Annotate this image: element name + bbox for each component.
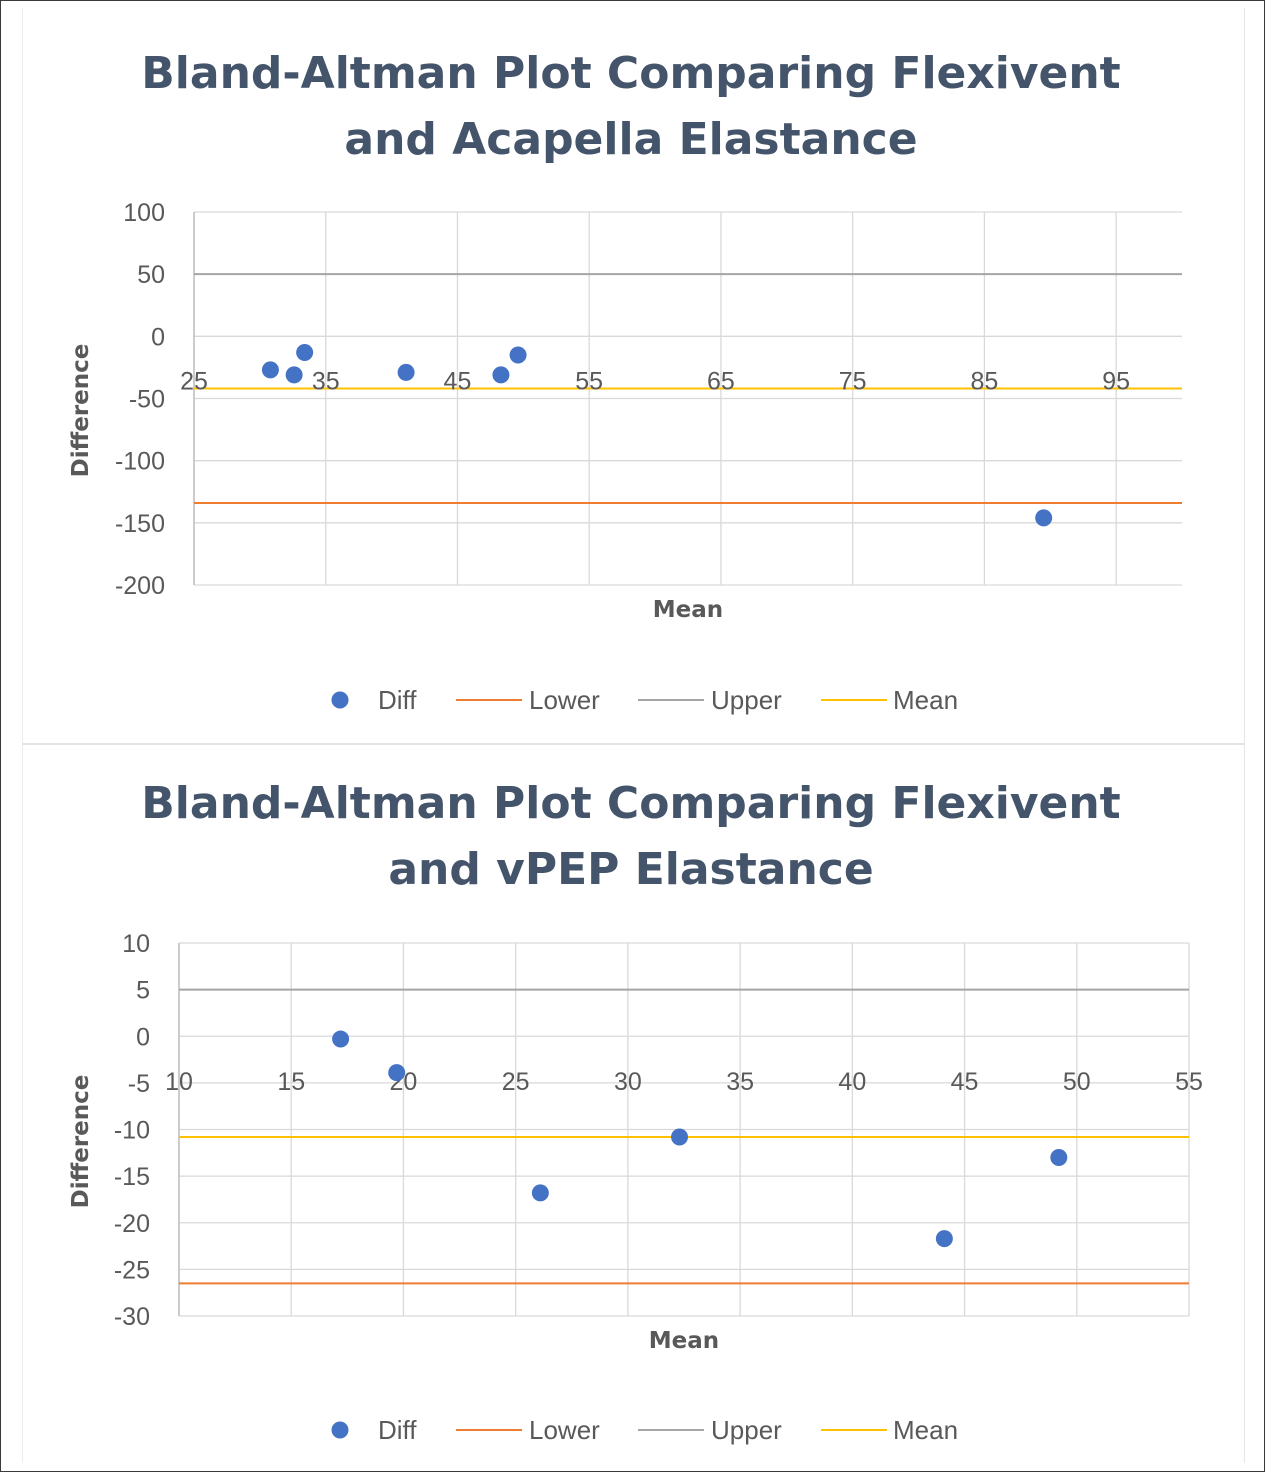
chart-title-line: Bland-Altman Plot Comparing Flexivent: [141, 48, 1120, 99]
diff-point: [332, 1030, 350, 1048]
y-tick-label: -10: [114, 1117, 150, 1145]
x-tick-label: 30: [614, 1068, 642, 1096]
chart-title-line: and vPEP Elastance: [388, 844, 873, 895]
diff-point: [1035, 509, 1053, 527]
panel-separator: [22, 743, 1244, 745]
legend-label-diff: Diff: [378, 685, 417, 715]
y-tick-label: 5: [136, 977, 150, 1005]
x-tick-label: 25: [180, 367, 208, 395]
legend-label-lower: Lower: [529, 1415, 600, 1445]
y-tick-label: 10: [122, 930, 150, 958]
y-axis-title: Difference: [68, 344, 94, 478]
diff-point: [261, 361, 279, 379]
diff-point: [935, 1230, 953, 1248]
diff-point: [492, 366, 510, 384]
y-tick-label: 100: [123, 199, 165, 227]
legend: Diff Lower Upper Mean: [331, 685, 958, 715]
y-tick-label: -30: [114, 1303, 150, 1331]
chart-vpep: Bland-Altman Plot Comparing Flexivent and…: [68, 778, 1203, 1445]
legend-label-diff: Diff: [378, 1415, 417, 1445]
legend-label-lower: Lower: [529, 685, 600, 715]
x-tick-label: 75: [839, 367, 867, 395]
x-tick-label: 85: [970, 367, 998, 395]
diff-point: [1050, 1148, 1068, 1166]
y-tick-label: -100: [115, 448, 165, 476]
x-tick-label: 50: [1063, 1068, 1091, 1096]
x-tick-label: 10: [165, 1068, 193, 1096]
chart-title-line: and Acapella Elastance: [344, 114, 917, 165]
x-tick-label: 45: [951, 1068, 979, 1096]
x-axis-title: Mean: [653, 597, 723, 623]
x-tick-label: 35: [726, 1068, 754, 1096]
x-tick-label: 25: [502, 1068, 530, 1096]
left-guide: [22, 8, 23, 1463]
y-tick-label: -50: [129, 386, 165, 414]
legend-label-upper: Upper: [711, 685, 782, 715]
y-tick-label: 0: [151, 323, 165, 351]
legend: Diff Lower Upper Mean: [331, 1415, 958, 1445]
diff-point: [509, 346, 527, 364]
chart-acapella: Bland-Altman Plot Comparing Flexivent and…: [68, 48, 1182, 715]
legend-label-mean: Mean: [893, 685, 958, 715]
x-tick-label: 15: [277, 1068, 305, 1096]
y-tick-label: -15: [114, 1163, 150, 1191]
x-axis-title: Mean: [649, 1328, 719, 1354]
legend-marker-diff: [331, 1421, 349, 1439]
y-tick-label: -25: [114, 1256, 150, 1284]
legend-label-upper: Upper: [711, 1415, 782, 1445]
x-tick-label: 40: [838, 1068, 866, 1096]
diff-point: [296, 343, 314, 361]
y-tick-label: -150: [115, 510, 165, 538]
diff-point: [388, 1064, 406, 1082]
diff-point: [671, 1128, 689, 1146]
y-tick-label: -5: [128, 1070, 150, 1098]
legend-marker-diff: [331, 691, 349, 709]
x-tick-label: 55: [575, 367, 603, 395]
diff-point: [397, 363, 415, 381]
chart-title-line: Bland-Altman Plot Comparing Flexivent: [141, 778, 1120, 829]
x-tick-label: 55: [1175, 1068, 1203, 1096]
y-tick-label: -200: [115, 572, 165, 600]
x-tick-label: 65: [707, 367, 735, 395]
y-tick-label: 50: [137, 261, 165, 289]
y-tick-label: 0: [136, 1023, 150, 1051]
y-tick-label: -20: [114, 1210, 150, 1238]
legend-label-mean: Mean: [893, 1415, 958, 1445]
x-tick-label: 95: [1102, 367, 1130, 395]
diff-point: [531, 1184, 549, 1202]
x-tick-label: 45: [444, 367, 472, 395]
diff-point: [285, 366, 303, 384]
right-guide: [1244, 8, 1245, 1463]
x-tick-label: 35: [312, 367, 340, 395]
y-axis-title: Difference: [68, 1075, 94, 1209]
